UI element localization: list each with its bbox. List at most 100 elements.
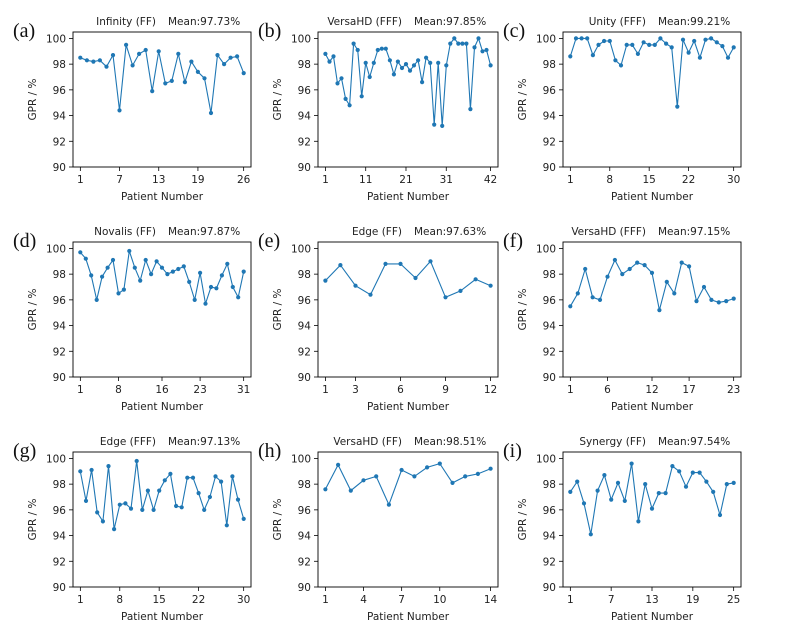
data-point xyxy=(338,263,343,268)
x-tick-label: 1 xyxy=(322,594,329,606)
data-point xyxy=(143,257,148,263)
y-tick-label: 96 xyxy=(53,295,67,307)
data-point xyxy=(170,269,175,274)
data-point xyxy=(585,36,590,41)
data-point xyxy=(697,470,702,475)
data-point xyxy=(568,304,573,309)
data-point xyxy=(428,259,433,264)
data-point xyxy=(127,248,132,254)
plot-frame xyxy=(317,451,499,588)
data-point xyxy=(425,465,430,470)
chart-title: Edge (FF) xyxy=(352,226,402,238)
data-point xyxy=(140,507,145,512)
data-point xyxy=(720,44,725,49)
data-point xyxy=(187,279,192,284)
y-tick-label: 94 xyxy=(53,321,67,333)
y-tick-label: 92 xyxy=(53,556,66,568)
x-tick-label: 4 xyxy=(360,594,367,606)
x-tick-label: 31 xyxy=(237,384,250,396)
x-tick-label: 19 xyxy=(686,594,699,606)
data-point xyxy=(399,467,404,473)
data-point xyxy=(629,461,634,466)
data-point xyxy=(208,284,214,290)
x-tick-label: 1 xyxy=(567,594,574,606)
series-line xyxy=(79,250,245,304)
y-tick-label: 90 xyxy=(53,372,66,384)
y-axis-label: GPR / % xyxy=(517,499,529,541)
data-point xyxy=(687,264,692,269)
y-tick-label: 90 xyxy=(53,582,66,594)
x-axis-label: Patient Number xyxy=(121,191,204,203)
y-axis-label: GPR / % xyxy=(272,79,284,121)
y-tick-label: 90 xyxy=(298,372,311,384)
plot-frame xyxy=(562,241,742,378)
data-point xyxy=(112,527,117,532)
chart-panel: (h) VersaHD (FF) Mean:98.51% 90 92 94 96 98 100 1… xyxy=(258,436,499,622)
x-tick-label: 1 xyxy=(322,384,329,396)
x-axis-label: Patient Number xyxy=(611,611,694,622)
data-point xyxy=(106,464,111,469)
series-line xyxy=(80,44,245,114)
data-point xyxy=(202,76,207,81)
y-tick-label: 98 xyxy=(53,479,66,491)
data-point xyxy=(596,42,601,48)
data-point xyxy=(395,59,400,64)
data-point xyxy=(371,60,376,65)
data-point xyxy=(595,488,600,493)
y-tick-label: 96 xyxy=(543,295,557,307)
panel-letter: (e) xyxy=(258,230,280,252)
x-axis-label: Patient Number xyxy=(611,401,694,413)
data-point xyxy=(78,55,83,60)
data-point xyxy=(641,40,646,45)
y-tick-label: 100 xyxy=(46,453,66,465)
data-point xyxy=(675,104,680,109)
series-line xyxy=(324,36,492,126)
x-axis-label: Patient Number xyxy=(367,191,450,203)
data-point xyxy=(236,295,241,300)
data-point xyxy=(367,74,372,80)
y-tick-label: 96 xyxy=(53,505,67,517)
x-tick-label: 9 xyxy=(442,384,449,396)
data-point xyxy=(575,479,580,484)
data-point xyxy=(323,487,328,492)
data-point xyxy=(420,80,425,85)
data-point xyxy=(379,46,384,51)
data-point xyxy=(100,274,105,279)
data-point xyxy=(182,80,187,85)
x-tick-label: 1 xyxy=(77,384,84,396)
data-point xyxy=(195,69,200,74)
data-point xyxy=(618,63,624,68)
chart-panel: (c) Unity (FFF) Mean:99.21% 90 92 94 96 98 100 1 8… xyxy=(503,16,742,203)
data-point xyxy=(117,108,122,113)
data-point xyxy=(203,301,208,306)
x-tick-label: 23 xyxy=(727,384,740,396)
chart-panel: (f) VersaHD (FFF) Mean:97.15% 90 92 94 96 98 100… xyxy=(503,226,742,413)
data-point xyxy=(241,269,246,274)
data-point xyxy=(169,78,174,83)
data-point xyxy=(196,491,201,496)
x-tick-label: 25 xyxy=(727,594,740,606)
data-point xyxy=(391,72,396,77)
data-point xyxy=(97,58,102,63)
y-axis-label: GPR / % xyxy=(517,289,529,331)
x-tick-label: 22 xyxy=(682,174,695,186)
data-point xyxy=(190,475,196,480)
y-axis-label: GPR / % xyxy=(27,499,39,541)
data-point xyxy=(198,270,203,275)
y-tick-label: 100 xyxy=(291,453,311,465)
data-point xyxy=(575,291,580,296)
y-tick-label: 90 xyxy=(543,162,556,174)
data-point xyxy=(213,474,218,479)
data-point xyxy=(658,36,663,41)
data-point xyxy=(607,38,612,44)
data-point xyxy=(579,36,584,41)
data-point xyxy=(731,296,736,301)
data-point xyxy=(583,266,588,272)
chart-title: Edge (FFF) xyxy=(100,436,156,448)
y-tick-label: 94 xyxy=(543,321,557,333)
data-point xyxy=(149,272,154,277)
y-tick-label: 94 xyxy=(53,111,67,123)
plot-frame xyxy=(562,31,742,168)
y-tick-label: 92 xyxy=(543,556,556,568)
data-point xyxy=(202,507,207,512)
